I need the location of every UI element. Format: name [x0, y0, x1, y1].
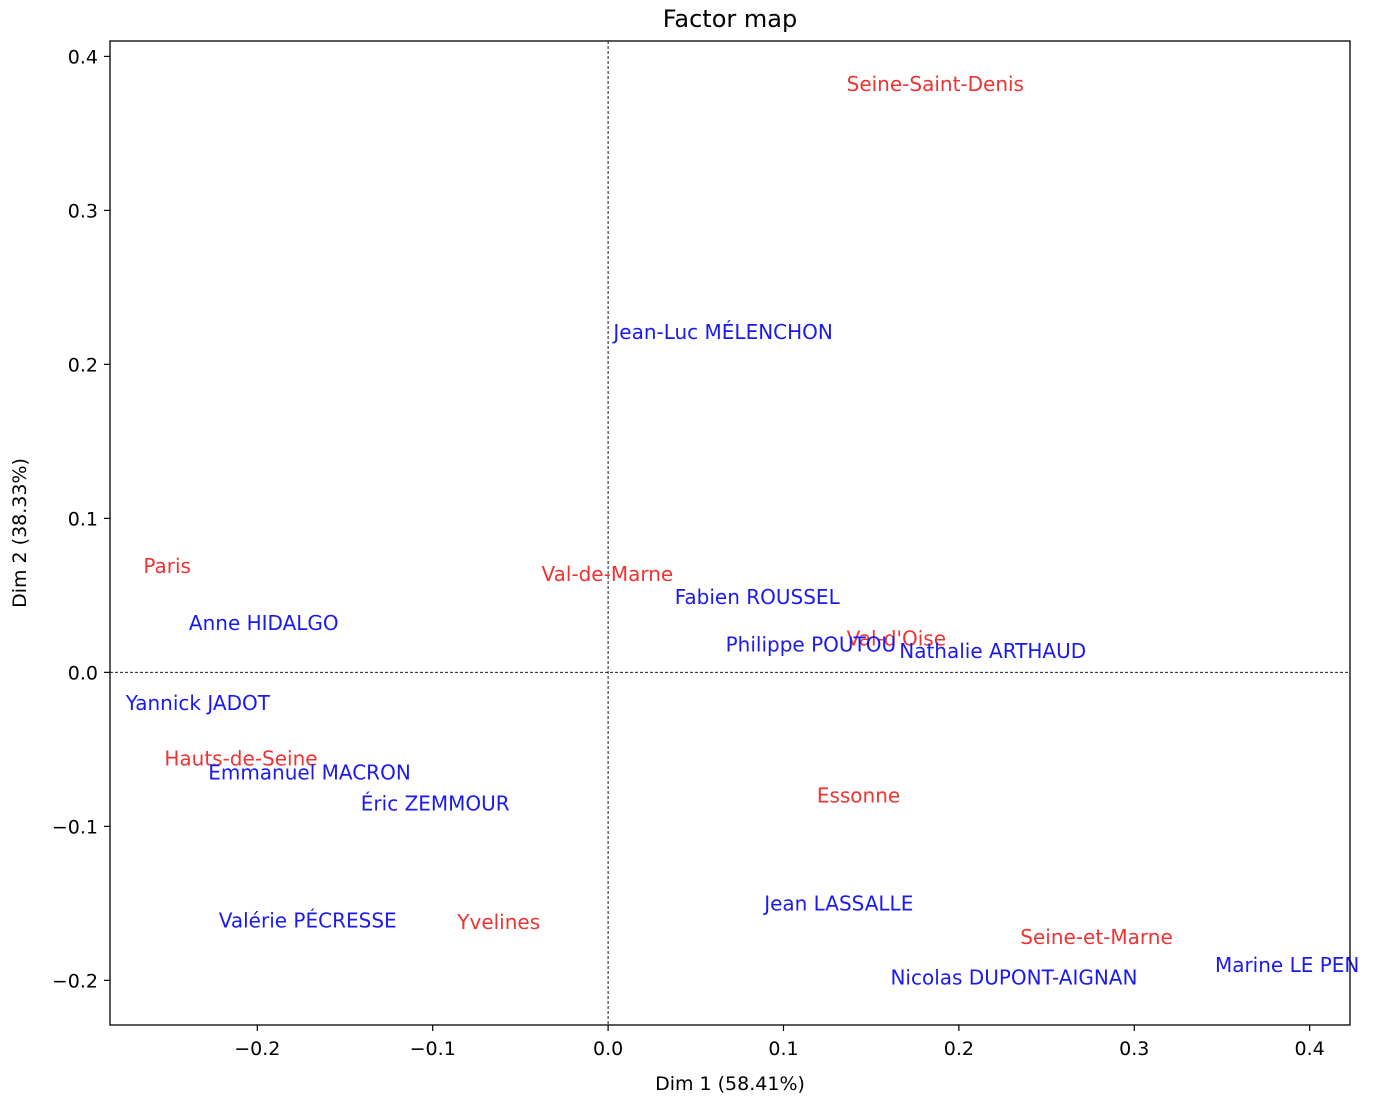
- row-point-label: Essonne: [817, 784, 900, 808]
- x-tick-label: 0.1: [768, 1038, 798, 1060]
- x-tick-label: 0.0: [593, 1038, 623, 1060]
- y-tick-label: 0.0: [68, 662, 98, 684]
- y-tick-label: −0.2: [52, 970, 98, 992]
- column-point-label: Nathalie ARTHAUD: [899, 639, 1086, 663]
- y-tick-label: 0.4: [68, 46, 98, 68]
- column-point-label: Valérie PÉCRESSE: [219, 908, 397, 932]
- column-point-label: Nicolas DUPONT-AIGNAN: [890, 965, 1137, 989]
- column-point-label: Éric ZEMMOUR: [361, 791, 510, 815]
- y-tick-label: −0.1: [52, 816, 98, 838]
- y-axis-ticks: −0.2 −0.1 0.0 0.1 0.2 0.3 0.4: [52, 46, 110, 992]
- x-tick-label: 0.2: [944, 1038, 974, 1060]
- column-point-label: Marine LE PEN: [1215, 953, 1359, 977]
- column-point-label: Emmanuel MACRON: [208, 760, 411, 784]
- row-point-label: Val-d'Oise: [847, 626, 946, 650]
- row-point-label: Yvelines: [456, 910, 540, 934]
- x-tick-label: 0.4: [1295, 1038, 1325, 1060]
- row-point-label: Paris: [143, 554, 191, 578]
- column-point-label: Fabien ROUSSEL: [675, 585, 841, 609]
- x-tick-label: −0.2: [234, 1038, 280, 1060]
- row-point-label: Seine-et-Marne: [1020, 925, 1172, 949]
- x-axis-label: Dim 1 (58.41%): [655, 1073, 805, 1095]
- column-point-label: Jean-Luc MÉLENCHON: [611, 320, 833, 344]
- column-point-label: Jean LASSALLE: [762, 891, 913, 915]
- y-axis-label: Dim 2 (38.33%): [9, 458, 31, 608]
- row-point-label: Seine-Saint-Denis: [847, 72, 1024, 96]
- point-labels: Seine-Saint-Denis Paris Val-de-Marne Val-d'…: [125, 72, 1360, 989]
- y-tick-label: 0.2: [68, 354, 98, 376]
- chart-title: Factor map: [663, 5, 797, 33]
- column-point-label: Yannick JADOT: [125, 691, 271, 715]
- y-tick-label: 0.3: [68, 200, 98, 222]
- y-tick-label: 0.1: [68, 508, 98, 530]
- column-point-label: Philippe POUTOU: [726, 633, 897, 657]
- origin-lines: [110, 41, 1350, 1025]
- x-tick-label: −0.1: [410, 1038, 456, 1060]
- row-point-label: Val-de-Marne: [541, 562, 673, 586]
- x-tick-label: 0.3: [1119, 1038, 1149, 1060]
- row-point-label: Hauts-de-Seine: [164, 747, 317, 771]
- plot-frame: [109, 40, 1351, 1026]
- column-point-label: Anne HIDALGO: [189, 611, 339, 635]
- x-axis-ticks: −0.2 −0.1 0.0 0.1 0.2 0.3 0.4: [234, 1025, 1325, 1060]
